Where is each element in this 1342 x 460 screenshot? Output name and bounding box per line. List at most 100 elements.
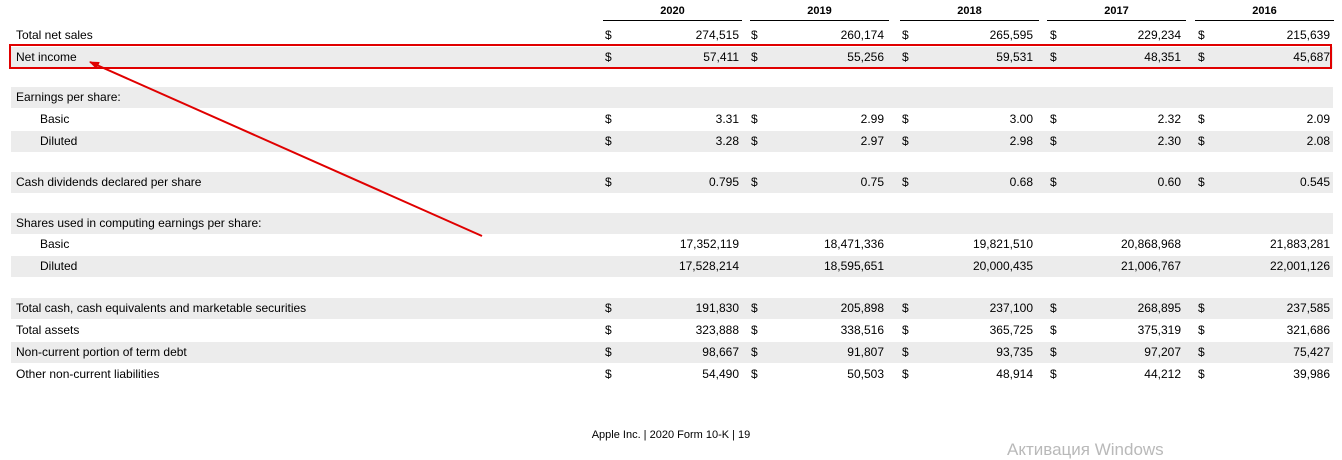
table-row: Net income $57,411 $55,256 $59,531 $48,351 $4… <box>11 47 1333 68</box>
currency-symbol: $ <box>1050 112 1057 126</box>
cell-value: 20,868,968 <box>1120 237 1181 251</box>
table-row: Basic $3.31 $2.99 $3.00 $2.32 $2.09 <box>11 109 1333 130</box>
cell-value: 365,725 <box>989 323 1033 337</box>
cell-value: 98,667 <box>702 345 739 359</box>
year-header-0: 2020 <box>660 5 685 17</box>
row-label: Total assets <box>16 323 80 337</box>
currency-symbol: $ <box>902 134 909 148</box>
currency-symbol: $ <box>902 50 909 64</box>
currency-symbol: $ <box>1050 301 1057 315</box>
cell-value: 22,001,126 <box>1269 259 1330 273</box>
currency-symbol: $ <box>1050 175 1057 189</box>
currency-symbol: $ <box>751 50 758 64</box>
cell-value: 17,528,214 <box>678 259 739 273</box>
cell-value: 191,830 <box>695 301 739 315</box>
currency-symbol: $ <box>751 175 758 189</box>
currency-symbol: $ <box>902 367 909 381</box>
currency-symbol: $ <box>902 345 909 359</box>
currency-symbol: $ <box>902 175 909 189</box>
cell-value: 237,100 <box>989 301 1033 315</box>
currency-symbol: $ <box>605 134 612 148</box>
currency-symbol: $ <box>751 323 758 337</box>
cell-value: 54,490 <box>702 367 739 381</box>
table-row: Diluted $3.28 $2.97 $2.98 $2.30 $2.08 <box>11 131 1333 152</box>
currency-symbol: $ <box>605 112 612 126</box>
cell-value: 2.08 <box>1306 134 1330 148</box>
cell-value: 268,895 <box>1137 301 1181 315</box>
currency-symbol: $ <box>1050 367 1057 381</box>
currency-symbol: $ <box>1198 367 1205 381</box>
table-row: Total cash, cash equivalents and marketa… <box>11 298 1333 319</box>
table-row: Diluted 17,528,214 18,595,651 20,000,435 21,… <box>11 256 1333 277</box>
currency-symbol: $ <box>902 28 909 42</box>
currency-symbol: $ <box>751 301 758 315</box>
table-row: Total net sales $274,515 $260,174 $265,595 $… <box>11 25 1333 46</box>
cell-value: 48,914 <box>996 367 1033 381</box>
cell-value: 321,686 <box>1286 323 1330 337</box>
table-row: Other non-current liabilities $54,490 $50,… <box>11 364 1333 385</box>
cell-value: 338,516 <box>840 323 884 337</box>
table-row: Basic 17,352,119 18,471,336 19,821,510 20,86… <box>11 234 1333 255</box>
year-header-underline <box>900 20 1039 21</box>
currency-symbol: $ <box>605 28 612 42</box>
table-row: Cash dividends declared per share $0.795 $… <box>11 172 1333 193</box>
currency-symbol: $ <box>1198 112 1205 126</box>
cell-value: 39,986 <box>1293 367 1330 381</box>
year-header-1: 2019 <box>807 5 832 17</box>
cell-value: 0.60 <box>1157 175 1181 189</box>
cell-value: 59,531 <box>996 50 1033 64</box>
cell-value: 2.32 <box>1157 112 1181 126</box>
currency-symbol: $ <box>1050 134 1057 148</box>
cell-value: 237,585 <box>1286 301 1330 315</box>
cell-value: 3.00 <box>1009 112 1033 126</box>
cell-value: 97,207 <box>1144 345 1181 359</box>
row-label: Diluted <box>40 134 78 148</box>
table-row: Shares used in computing earnings per sh… <box>11 213 1333 234</box>
cell-value: 21,006,767 <box>1120 259 1181 273</box>
cell-value: 260,174 <box>840 28 884 42</box>
currency-symbol: $ <box>1198 323 1205 337</box>
cell-value: 91,807 <box>847 345 884 359</box>
currency-symbol: $ <box>1198 301 1205 315</box>
cell-value: 229,234 <box>1137 28 1181 42</box>
currency-symbol: $ <box>605 175 612 189</box>
cell-value: 19,821,510 <box>972 237 1033 251</box>
table-row: Total assets $323,888 $338,516 $365,725 $375… <box>11 320 1333 341</box>
currency-symbol: $ <box>902 323 909 337</box>
cell-value: 50,503 <box>847 367 884 381</box>
cell-value: 323,888 <box>695 323 739 337</box>
cell-value: 93,735 <box>996 345 1033 359</box>
cell-value: 3.28 <box>715 134 739 148</box>
cell-value: 18,471,336 <box>823 237 884 251</box>
row-label: Total cash, cash equivalents and marketa… <box>16 301 307 315</box>
row-label: Total net sales <box>16 28 93 42</box>
row-label: Net income <box>16 50 77 64</box>
windows-activation-watermark: Активация Windows <box>1007 440 1164 459</box>
currency-symbol: $ <box>1198 175 1205 189</box>
currency-symbol: $ <box>751 28 758 42</box>
currency-symbol: $ <box>605 323 612 337</box>
cell-value: 0.795 <box>708 175 739 189</box>
currency-symbol: $ <box>1050 345 1057 359</box>
cell-value: 45,687 <box>1293 50 1330 64</box>
row-label: Cash dividends declared per share <box>16 175 202 189</box>
year-header-underline <box>1047 20 1186 21</box>
currency-symbol: $ <box>751 367 758 381</box>
year-header-4: 2016 <box>1252 5 1277 17</box>
page-footer: Apple Inc. | 2020 Form 10-K | 19 <box>591 429 751 441</box>
cell-value: 20,000,435 <box>972 259 1033 273</box>
row-label: Shares used in computing earnings per sh… <box>16 216 262 230</box>
cell-value: 265,595 <box>989 28 1033 42</box>
row-label: Basic <box>40 112 70 126</box>
cell-value: 2.30 <box>1157 134 1181 148</box>
cell-value: 57,411 <box>703 50 739 64</box>
cell-value: 44,212 <box>1144 367 1181 381</box>
currency-symbol: $ <box>751 134 758 148</box>
cell-value: 2.97 <box>860 134 884 148</box>
cell-value: 205,898 <box>840 301 884 315</box>
currency-symbol: $ <box>1050 323 1057 337</box>
cell-value: 18,595,651 <box>823 259 884 273</box>
currency-symbol: $ <box>751 112 758 126</box>
cell-value: 0.68 <box>1009 175 1033 189</box>
